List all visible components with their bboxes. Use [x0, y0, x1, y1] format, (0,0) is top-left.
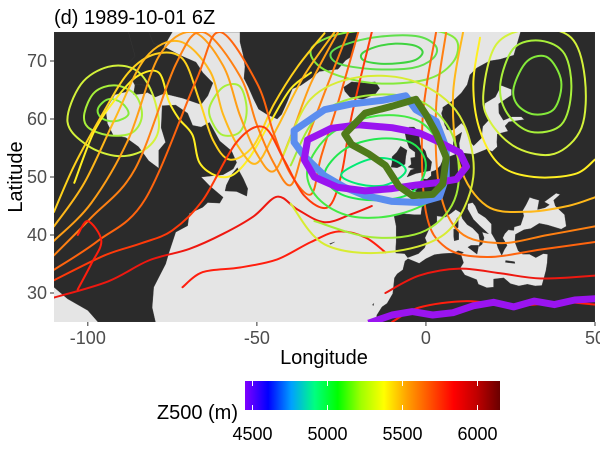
colorbar-ticks: 4500 5000 5500 6000 [232, 381, 498, 444]
y-tick-label: 70 [27, 51, 47, 71]
contour-line-5250 [329, 34, 439, 71]
contour-line-5000 [340, 156, 407, 188]
contour-line-5350 [208, 83, 248, 137]
map-panel [54, 32, 595, 349]
y-tick-label: 40 [27, 225, 47, 245]
contour-line-5400 [482, 32, 587, 157]
contour-line-5200 [282, 74, 475, 255]
x-tick-label: 0 [421, 328, 431, 348]
land-cuba [139, 332, 176, 349]
colorbar-tick-label: 5000 [307, 424, 347, 444]
contour-line-5850 [76, 220, 103, 291]
region-purple-region-lower-right [367, 295, 595, 322]
contour-line-5800 [384, 267, 595, 294]
region-purple-region [300, 121, 470, 195]
contour-line-5500 [54, 32, 326, 213]
contour-line-5350 [499, 39, 573, 134]
highlighted-regions [290, 92, 595, 322]
chart-title: (d) 1989-10-01 6Z [54, 7, 215, 29]
x-tick-label: -50 [244, 328, 270, 348]
land-azores [329, 241, 335, 245]
contour-line-5200 [359, 42, 424, 65]
colorbar [245, 381, 500, 410]
contour-line-5450 [73, 69, 312, 184]
land-newfoundland [224, 167, 248, 197]
x-axis-label: Longitude [280, 347, 368, 369]
contour-line-5800 [54, 195, 373, 299]
y-tick-label: 30 [27, 283, 47, 303]
region-green-region [341, 95, 450, 200]
land-crete [505, 260, 516, 264]
colorbar-tick-label: 6000 [457, 424, 497, 444]
colorbar-tick-label: 5500 [382, 424, 422, 444]
land-greenland [215, 32, 359, 120]
legend-title: Z500 (m) [157, 402, 238, 424]
y-tick-label: 50 [27, 167, 47, 187]
x-axis: -100 -50 0 50 [70, 322, 600, 348]
y-tick-label: 60 [27, 109, 47, 129]
contour-line-5550 [54, 32, 336, 228]
x-tick-label: 50 [585, 328, 600, 348]
y-axis: 30 40 50 60 70 [27, 51, 54, 303]
contour-line-5300 [512, 54, 563, 116]
colorbar-legend: Z500 (m) 4500 5000 5500 6000 [157, 381, 500, 444]
land-canary-islands [372, 302, 375, 307]
contour-line-5750 [54, 32, 373, 282]
land-sicily [467, 245, 479, 255]
contour-line-5450 [472, 36, 595, 179]
contour-line-5700 [54, 32, 360, 271]
contour-line-5550 [451, 32, 595, 213]
y-axis-label: Latitude [5, 141, 27, 212]
contour-line-5650 [434, 32, 595, 245]
colorbar-tick-label: 4500 [232, 424, 272, 444]
x-tick-label: -100 [70, 328, 106, 348]
